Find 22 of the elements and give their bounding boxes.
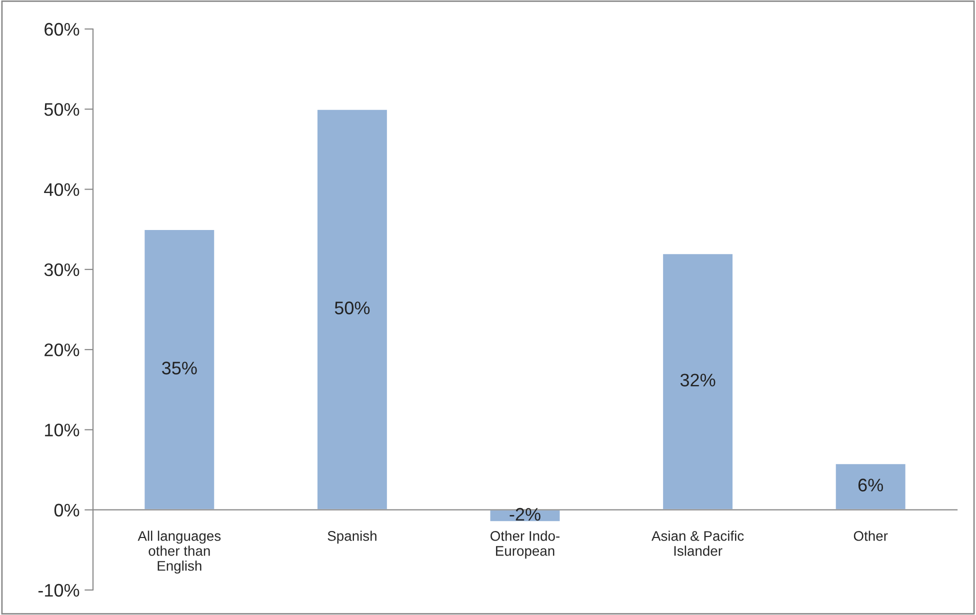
y-tick-label: 60% [44,22,80,36]
data-label: 32% [680,374,716,386]
data-label: -2% [510,508,540,521]
y-tick-label: 0% [54,504,80,517]
x-tick-label: All languages other than English [138,530,221,574]
data-label: 35% [162,362,197,374]
data-label: 6% [858,478,884,492]
y-tick-label: 20% [44,344,80,356]
y-tick-label: 30% [44,263,80,276]
bar [143,228,216,511]
data-label: 50% [334,302,370,314]
bar [662,252,734,511]
x-tick-label: Other [854,530,888,541]
x-tick-label: Asian & Pacific Islander [652,530,744,556]
y-tick-label: 40% [44,183,80,196]
x-tick-label: Other Indo- European [490,530,560,559]
bar [316,108,388,511]
bar [834,462,907,511]
y-tick-label: 10% [45,424,80,436]
y-tick-label: 50% [44,103,80,116]
y-tick-label: -10% [38,584,80,597]
x-tick-label: Spanish [328,530,376,544]
